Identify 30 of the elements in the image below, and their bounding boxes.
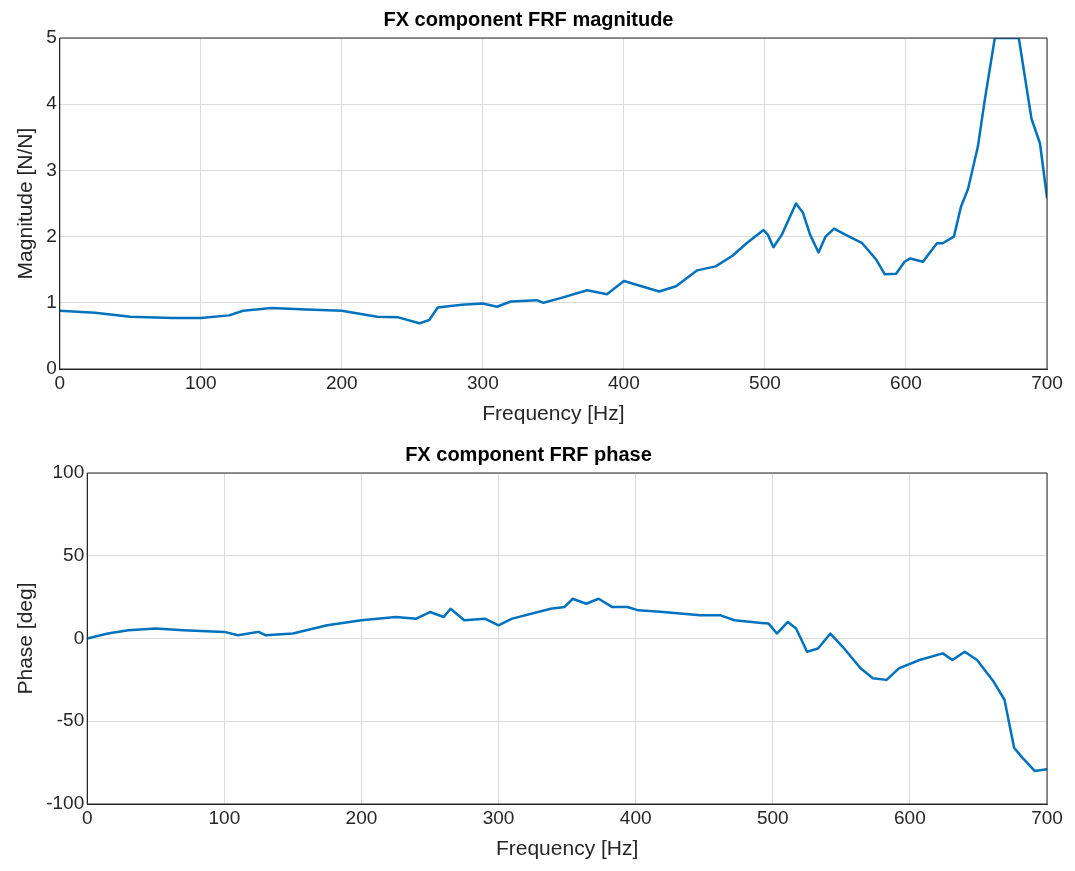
chart-title: FX component FRF magnitude (383, 7, 674, 30)
x-tick-label: 400 (619, 806, 652, 828)
x-tick-label: 200 (325, 371, 358, 393)
y-tick-label: 5 (46, 26, 57, 48)
x-tick-label: 100 (184, 371, 217, 393)
x-tick-label: 300 (482, 806, 515, 828)
x-tick-label: 700 (1031, 806, 1063, 828)
x-tick-label: 100 (208, 806, 241, 828)
x-tick-label: 500 (756, 806, 789, 828)
y-tick-label: 2 (46, 224, 57, 246)
y-tick-label: -50 (56, 709, 85, 731)
y-tick-label: 0 (46, 357, 57, 379)
y-tick-label: 50 (63, 543, 85, 565)
y-tick-label: 0 (73, 626, 85, 648)
x-axis-title: Frequency [Hz] (482, 401, 625, 425)
x-axis-title: Frequency [Hz] (495, 836, 639, 860)
y-tick-label: 100 (52, 461, 85, 483)
y-tick-label: 1 (46, 291, 57, 313)
x-tick-label: 700 (1031, 371, 1063, 393)
x-tick-label: 400 (608, 371, 640, 393)
y-axis-title: Magnitude [N/N] (13, 127, 37, 280)
y-axis-title: Phase [deg] (13, 582, 37, 695)
y-tick-label: 3 (46, 158, 57, 180)
y-tick-label: 4 (46, 92, 58, 114)
x-tick-label: 600 (894, 806, 926, 828)
chart-title: FX component FRF phase (405, 442, 652, 465)
x-tick-label: 300 (467, 371, 499, 393)
x-tick-label: 600 (890, 371, 922, 393)
x-tick-label: 500 (749, 371, 781, 393)
x-tick-label: 200 (345, 806, 378, 828)
